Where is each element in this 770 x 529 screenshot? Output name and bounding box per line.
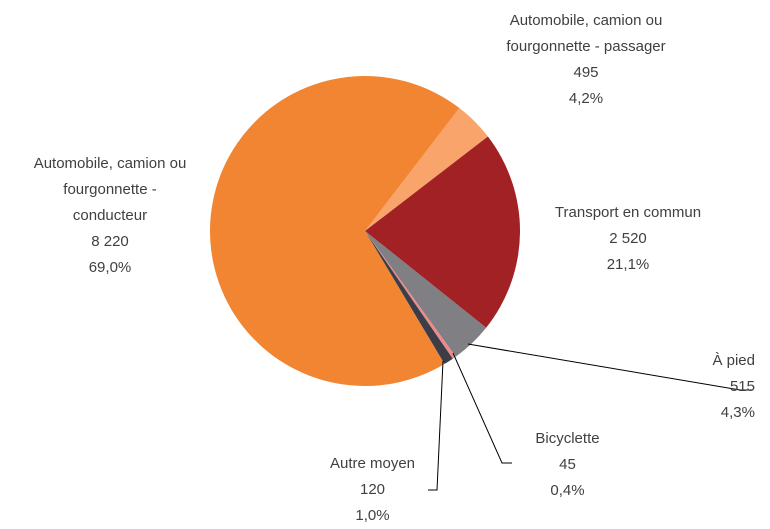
percentage-label: 21,1% [606, 256, 650, 273]
pie-slice [365, 231, 456, 359]
pie-slice [365, 231, 453, 365]
leader-line [428, 360, 444, 491]
value-label: 120 [359, 481, 386, 498]
percentage-label: 4,2% [568, 90, 604, 107]
value-label: 495 [573, 64, 599, 81]
leader-line [452, 352, 512, 464]
slice-label: Bicyclette 45 0,4% [490, 426, 645, 504]
slice-label: Automobile, camion ou fourgonnette - pas… [486, 8, 686, 112]
percentage-label: 1,0% [355, 507, 390, 524]
value-label: 2 520 [609, 230, 647, 247]
pie-slice [210, 76, 460, 386]
percentage-label: 0,4% [550, 482, 585, 499]
value-label: 8 220 [91, 233, 129, 250]
category: Automobile, camion ou fourgonnette - pas… [506, 12, 666, 55]
pie-slice [365, 108, 488, 231]
value-label: 45 [559, 456, 576, 473]
leader-line [467, 343, 752, 391]
pie-slice [365, 136, 520, 328]
slice-label: Automobile, camion ou fourgonnette - con… [25, 151, 195, 281]
category: Autre moyen [329, 455, 416, 472]
slice-label: À pied 515 4,3% [600, 348, 755, 426]
percentage-label: 4,3% [720, 404, 755, 421]
category: Transport en commun [554, 204, 702, 221]
category: Automobile, camion ou fourgonnette - con… [33, 155, 187, 224]
slice-label: Autre moyen 120 1,0% [295, 451, 450, 529]
value-label: 515 [729, 378, 755, 395]
category: À pied [712, 352, 755, 369]
slice-label: Transport en commun 2 520 21,1% [518, 200, 738, 278]
percentage-label: 69,0% [88, 259, 132, 276]
category: Bicyclette [535, 430, 600, 447]
pie-slice [365, 231, 487, 357]
